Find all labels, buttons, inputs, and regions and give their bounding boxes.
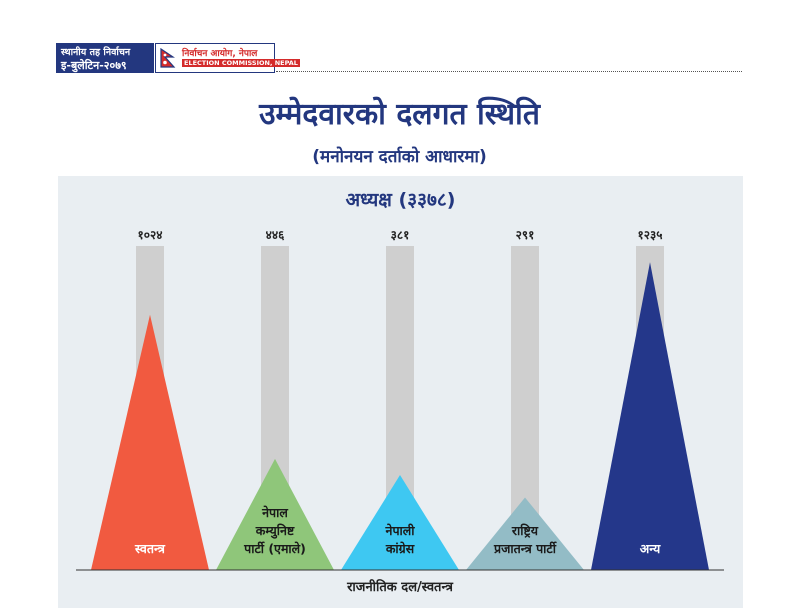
commission-name-en: ELECTION COMMISSION, NEPAL <box>182 59 300 67</box>
category-label: कांग्रेस <box>385 541 415 556</box>
data-label: ३८१ <box>391 228 410 242</box>
bar <box>216 458 334 570</box>
category-label: कम्युनिष्ट <box>255 523 295 539</box>
page-subtitle: (मनोनयन दर्ताको आधारमा) <box>312 147 487 167</box>
x-axis-label: राजनीतिक दल/स्वतन्त्र <box>346 579 454 595</box>
category-label: प्रजातन्त्र पार्टी <box>493 541 558 556</box>
bulletin-badge: स्थानीय तह निर्वाचन इ-बुलेटिन-२०७९ <box>56 43 154 73</box>
category-label: अन्य <box>640 541 661 556</box>
category-label: पार्टी (एमाले) <box>243 541 306 556</box>
category-label: स्वतन्त्र <box>134 541 166 556</box>
bar <box>591 262 709 570</box>
bar <box>466 497 584 570</box>
category-label: नेपाल <box>261 505 288 520</box>
bar <box>341 475 459 570</box>
bar <box>91 314 209 570</box>
bulletin-line2: इ-बुलेटिन-२०७९ <box>61 59 127 72</box>
category-label: नेपाली <box>385 523 416 538</box>
commission-name-np: निर्वाचन आयोग, नेपाल <box>182 49 258 59</box>
bulletin-line1: स्थानीय तह निर्वाचन <box>61 47 131 58</box>
bulletin-header: स्थानीय तह निर्वाचन इ-बुलेटिन-२०७९ निर्व… <box>56 43 300 73</box>
page-title: उम्मेदवारको दलगत स्थिति <box>259 97 540 132</box>
header-divider <box>276 71 742 72</box>
data-label: ४४६ <box>266 228 285 242</box>
category-label: राष्ट्रिय <box>511 523 539 538</box>
data-label: २९१ <box>516 228 535 242</box>
data-label: १०२४ <box>138 228 163 242</box>
chart-title: अध्यक्ष (३३७८) <box>345 189 456 211</box>
commission-logo: निर्वाचन आयोग, नेपाल ELECTION COMMISSION… <box>155 43 300 73</box>
nepal-flag-icon <box>160 48 176 68</box>
data-label: १२३५ <box>638 228 663 242</box>
